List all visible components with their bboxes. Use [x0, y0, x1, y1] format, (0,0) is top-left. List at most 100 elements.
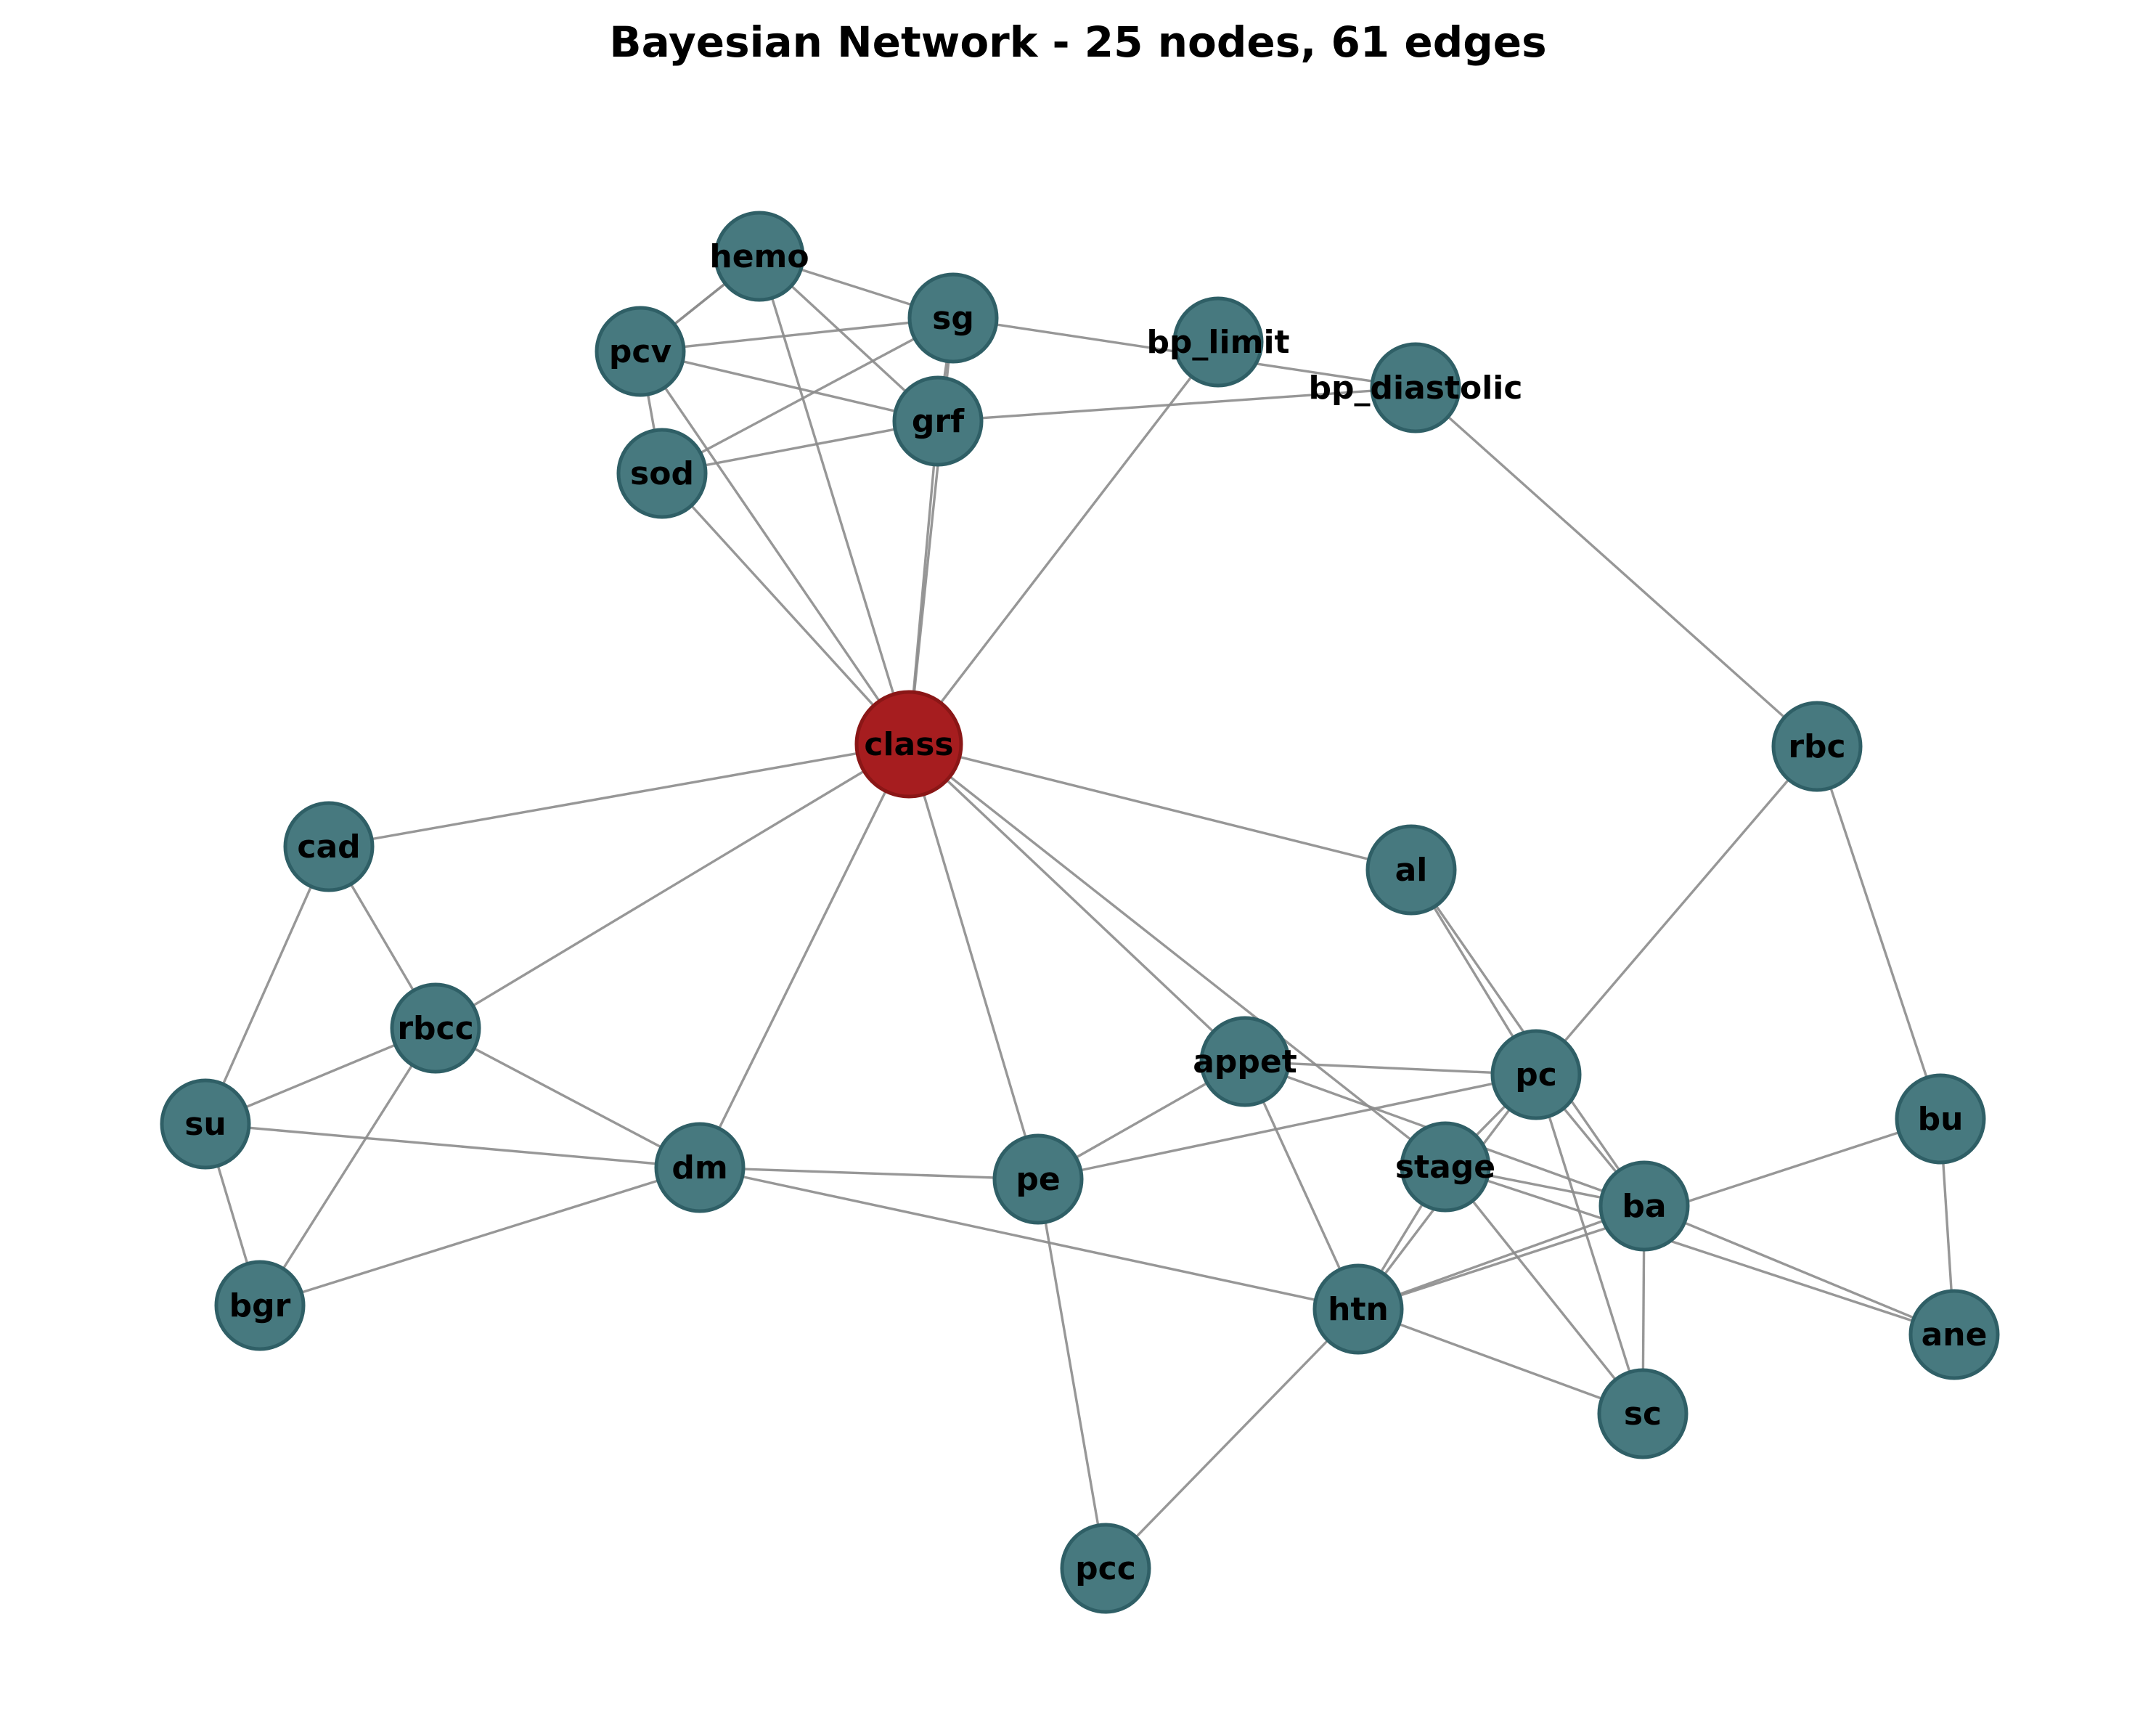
node-grf: grf	[892, 375, 984, 467]
node-hemo: hemo	[709, 211, 809, 302]
node-appet: appet	[1193, 1016, 1297, 1107]
node-label-htn: htn	[1328, 1291, 1389, 1328]
node-label-al: al	[1395, 852, 1428, 889]
node-label-bp_diastolic: bp_diastolic	[1309, 370, 1523, 407]
edge-class-al	[908, 743, 1412, 871]
node-label-rbc: rbc	[1788, 728, 1845, 765]
node-sod: sod	[616, 428, 708, 519]
node-label-su: su	[184, 1106, 226, 1143]
node-circle-stage	[1400, 1121, 1491, 1213]
node-label-stage: stage	[1395, 1149, 1495, 1186]
node-class: class	[854, 690, 963, 799]
edge-pcv-sg	[640, 317, 954, 353]
node-label-grf: grf	[912, 403, 965, 440]
node-ba: ba	[1598, 1160, 1690, 1252]
node-circle-cad	[283, 801, 375, 892]
node-al: al	[1365, 824, 1457, 916]
node-circle-appet	[1199, 1016, 1291, 1107]
node-label-dm: dm	[671, 1149, 727, 1186]
node-dm: dm	[654, 1122, 746, 1213]
edge-class-dm	[698, 744, 910, 1168]
edge-pcv-grf	[640, 350, 939, 423]
edge-ba-htn	[1357, 1205, 1645, 1311]
edge-cad-su	[204, 846, 330, 1125]
edge-stage-ane	[1445, 1165, 1955, 1336]
node-rbcc: rbcc	[390, 982, 481, 1074]
node-pcc: pcc	[1060, 1523, 1151, 1614]
nodes-layer: class hemo sg pcv grf sod bp_limit bp_diastolic…	[160, 211, 2000, 1614]
node-label-pcc: pcc	[1075, 1550, 1136, 1587]
node-label-sc: sc	[1624, 1396, 1662, 1433]
node-label-pe: pe	[1016, 1161, 1060, 1198]
node-circle-bu	[1895, 1073, 1986, 1165]
edge-bp_limit-class	[907, 341, 1220, 746]
edge-class-rbcc	[435, 743, 910, 1030]
edge-class-cad	[328, 743, 910, 848]
node-label-class: class	[864, 726, 953, 763]
edge-rbcc-bgr	[258, 1027, 437, 1306]
edge-appet-pc	[1244, 1060, 1537, 1076]
edge-grf-bp_diastolic	[937, 386, 1416, 423]
node-label-cad: cad	[297, 828, 360, 865]
edge-hemo-class	[758, 256, 910, 745]
node-sg: sg	[907, 272, 999, 364]
node-circle-dm	[654, 1122, 746, 1213]
edge-pcv-class	[639, 351, 910, 745]
edge-dm-pe	[699, 1166, 1039, 1181]
node-circle-bp_limit	[1172, 296, 1264, 388]
edge-ba-ane	[1643, 1205, 1955, 1336]
node-htn: htn	[1312, 1263, 1404, 1355]
edge-su-dm	[205, 1123, 701, 1169]
edge-dm-htn	[699, 1166, 1359, 1311]
node-label-bgr: bgr	[229, 1287, 291, 1324]
node-stage: stage	[1395, 1121, 1495, 1213]
node-label-ane: ane	[1922, 1316, 1988, 1353]
node-label-hemo: hemo	[709, 238, 809, 275]
node-label-bp_limit: bp_limit	[1146, 324, 1289, 361]
node-circle-su	[160, 1078, 251, 1170]
node-circle-rbc	[1771, 701, 1863, 792]
node-circle-class	[854, 690, 963, 799]
node-label-rbcc: rbcc	[397, 1010, 473, 1047]
edge-sod-class	[661, 472, 910, 746]
figure-title: Bayesian Network - 25 nodes, 61 edges	[609, 17, 1546, 67]
node-circle-bp_diastolic	[1370, 342, 1461, 433]
edge-rbcc-dm	[435, 1027, 701, 1169]
edge-class-appet	[907, 743, 1246, 1063]
node-circle-sc	[1597, 1368, 1689, 1459]
edge-pc-sc	[1535, 1074, 1644, 1414]
node-circle-rbcc	[390, 982, 481, 1074]
node-circle-pe	[992, 1133, 1084, 1225]
node-circle-ba	[1598, 1160, 1690, 1252]
node-circle-sod	[616, 428, 708, 519]
node-circle-ane	[1908, 1289, 2000, 1380]
node-pe: pe	[992, 1133, 1084, 1225]
node-rbc: rbc	[1771, 701, 1863, 792]
edge-stage-sc	[1444, 1165, 1644, 1415]
edge-htn-pcc	[1104, 1308, 1360, 1570]
edge-pe-pcc	[1037, 1178, 1107, 1569]
node-circle-sg	[907, 272, 999, 364]
node-bgr: bgr	[214, 1260, 306, 1351]
node-bu: bu	[1895, 1073, 1986, 1165]
node-circle-grf	[892, 375, 984, 467]
node-circle-al	[1365, 824, 1457, 916]
node-circle-pcc	[1060, 1523, 1151, 1614]
node-bp_limit: bp_limit	[1146, 296, 1290, 388]
node-label-bu: bu	[1918, 1101, 1964, 1138]
node-label-appet: appet	[1193, 1043, 1297, 1080]
edge-bp_diastolic-rbc	[1414, 386, 1818, 748]
node-label-sod: sod	[630, 455, 694, 492]
edge-rbc-pc	[1535, 745, 1818, 1076]
node-label-pc: pc	[1515, 1056, 1557, 1093]
node-sc: sc	[1597, 1368, 1689, 1459]
edge-class-pe	[907, 744, 1040, 1180]
node-circle-htn	[1312, 1263, 1404, 1355]
node-circle-hemo	[714, 211, 805, 302]
node-circle-pcv	[595, 306, 686, 397]
node-label-sg: sg	[932, 300, 974, 337]
edge-rbc-bu	[1816, 746, 1942, 1120]
node-circle-pc	[1490, 1029, 1582, 1120]
edge-class-stage	[907, 743, 1447, 1168]
node-bp_diastolic: bp_diastolic	[1309, 342, 1523, 433]
